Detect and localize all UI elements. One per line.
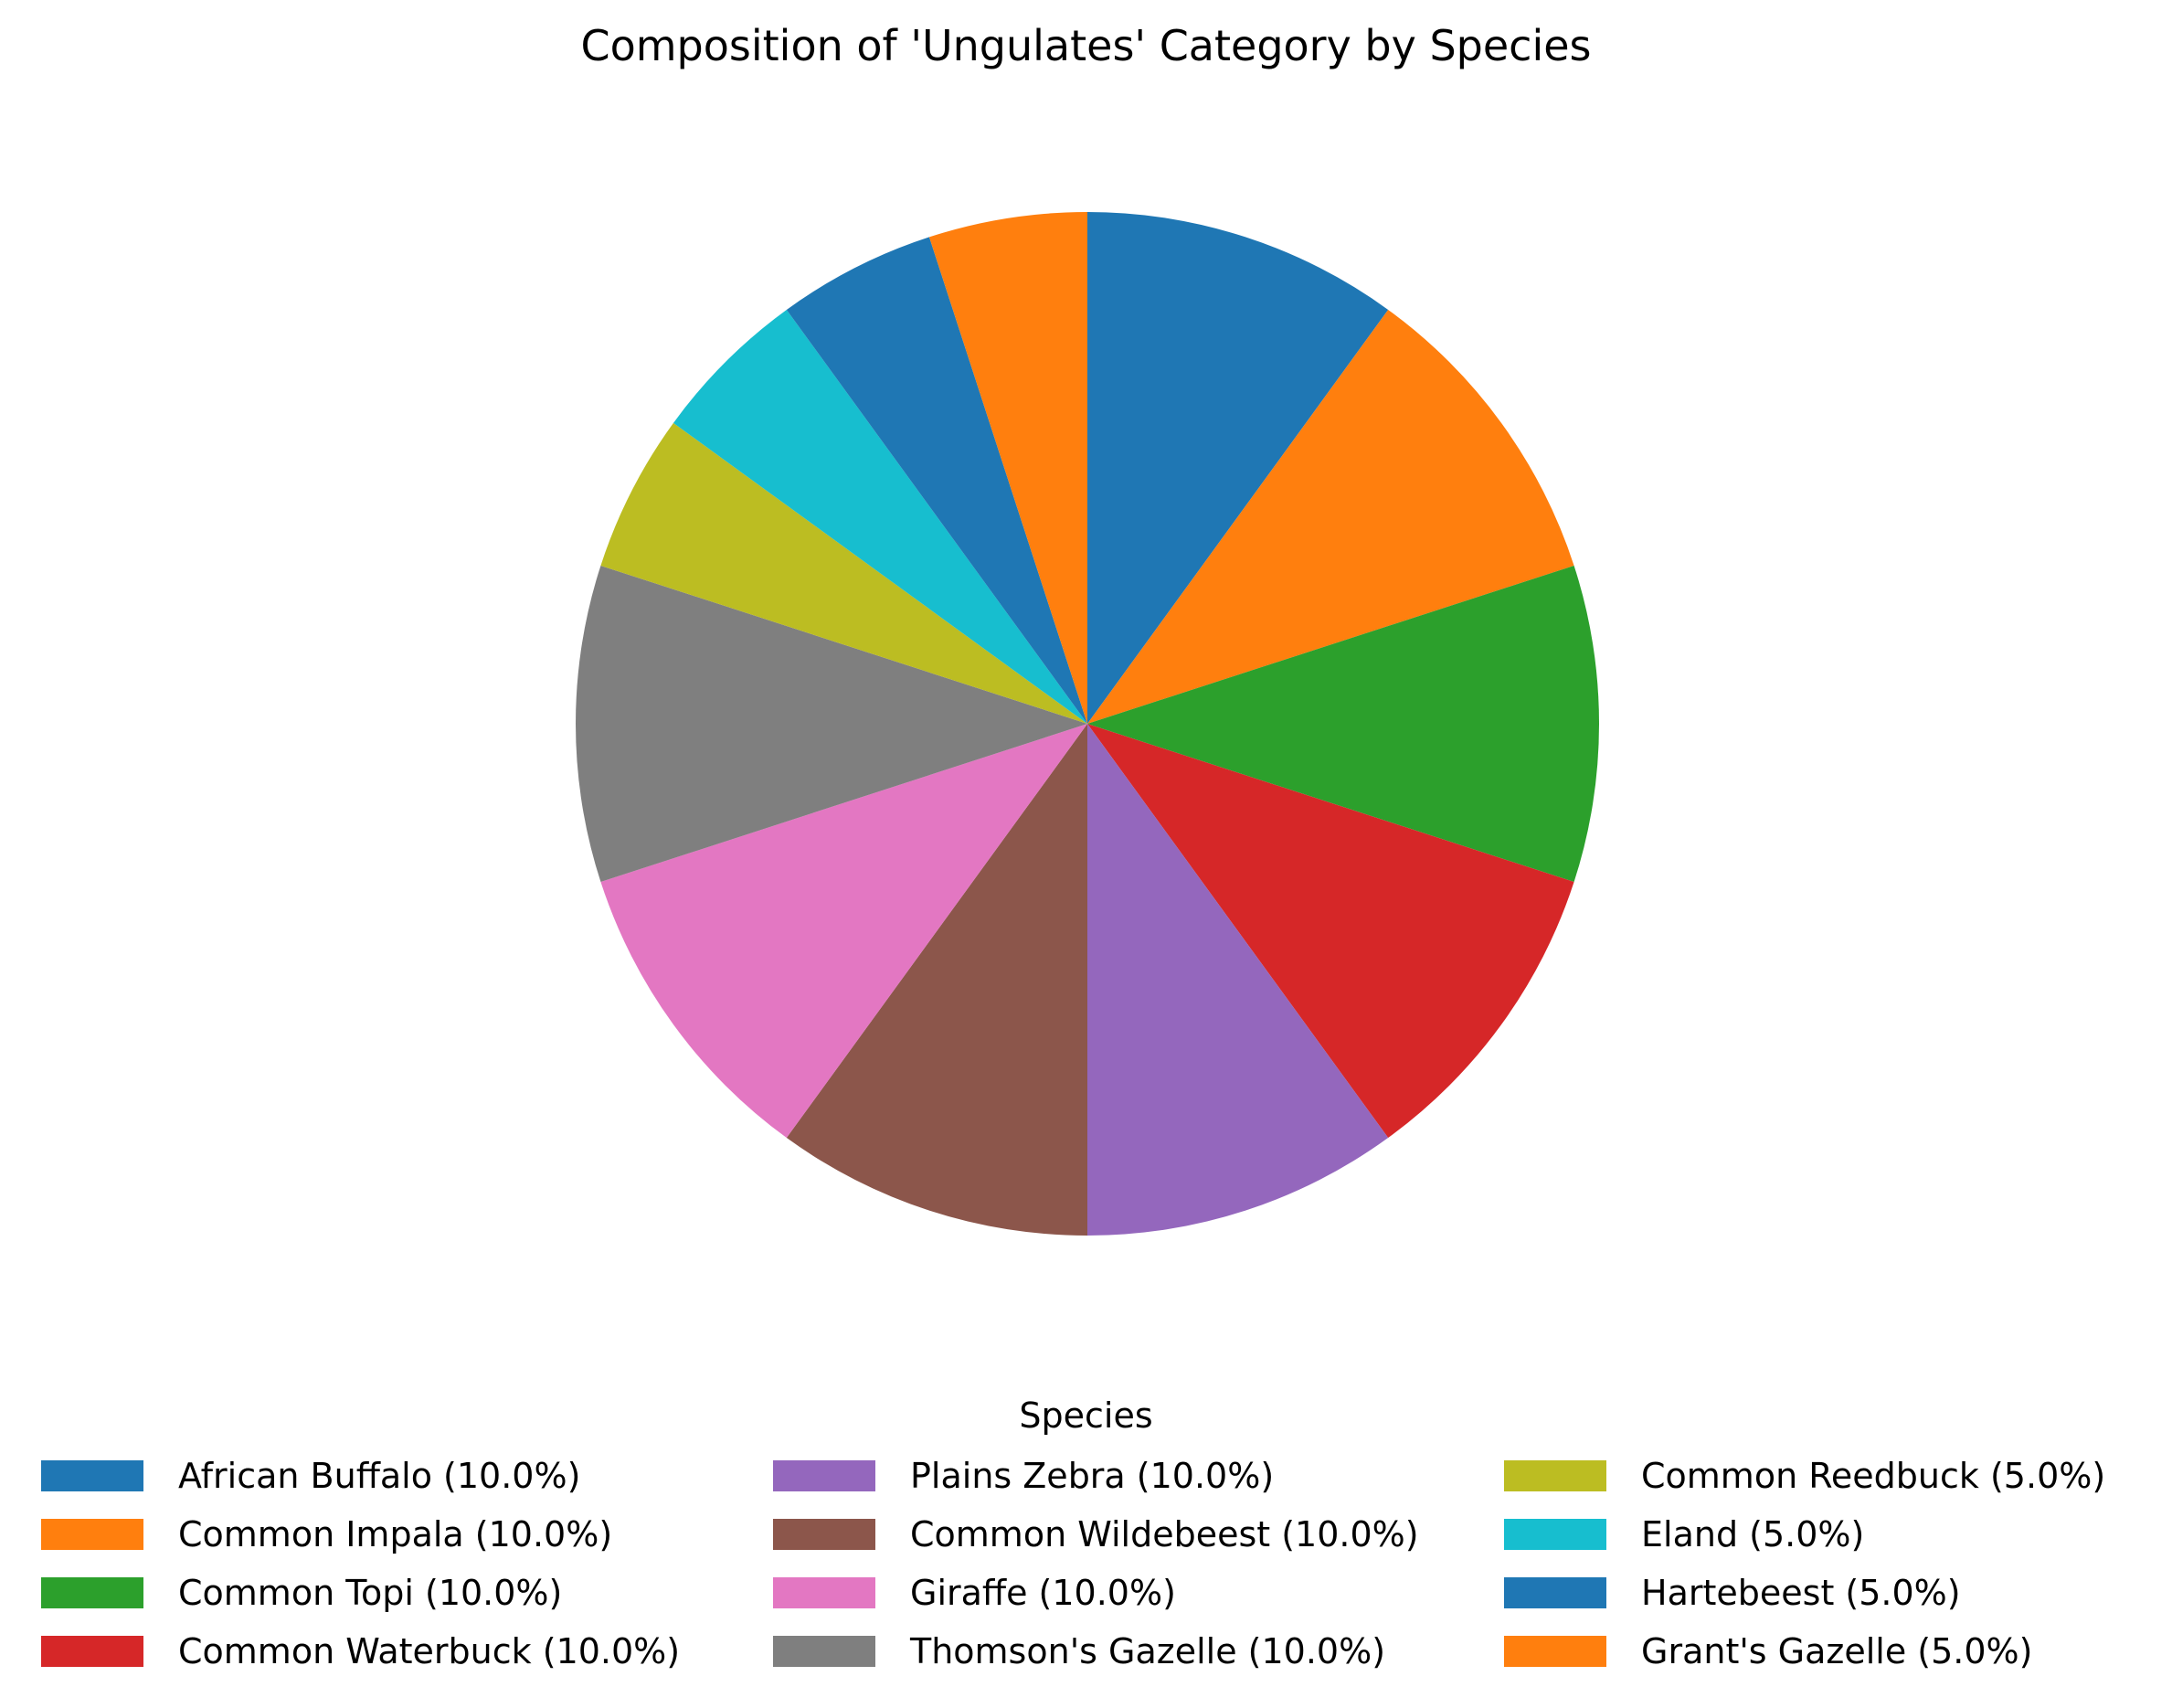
pie-slice-common-reedbuck [600, 422, 1087, 724]
legend: Species African Buffalo (10.0%) Common Im… [0, 1394, 2172, 1695]
pie-slice-african-buffalo [1087, 212, 1389, 724]
pie-slice-hartebeest [786, 237, 1087, 724]
pie-chart [576, 212, 1599, 1236]
legend-item: Plains Zebra (10.0%) [773, 1453, 1274, 1499]
pie-slice-thomson-s-gazelle [576, 565, 1087, 883]
pie-slice-common-waterbuck [1087, 724, 1574, 1139]
legend-item: Common Waterbuck (10.0%) [41, 1628, 680, 1674]
legend-swatch [1504, 1577, 1606, 1608]
legend-swatch [1504, 1636, 1606, 1667]
legend-label: Common Waterbuck (10.0%) [178, 1631, 681, 1671]
legend-swatch [1504, 1460, 1606, 1491]
pie-slice-common-wildebeest [786, 724, 1087, 1236]
legend-label: Common Wildebeest (10.0%) [910, 1514, 1419, 1554]
legend-item: Thomson's Gazelle (10.0%) [773, 1628, 1385, 1674]
legend-item: Grant's Gazelle (5.0%) [1504, 1628, 2032, 1674]
legend-item: Eland (5.0%) [1504, 1512, 1864, 1557]
legend-item: African Buffalo (10.0%) [41, 1453, 580, 1499]
pie-slice-eland [673, 309, 1087, 724]
pie-slice-giraffe [600, 724, 1087, 1139]
legend-swatch [41, 1636, 143, 1667]
legend-item: Common Impala (10.0%) [41, 1512, 612, 1557]
legend-label: African Buffalo (10.0%) [178, 1456, 581, 1496]
legend-swatch [773, 1519, 875, 1550]
legend-item: Common Wildebeest (10.0%) [773, 1512, 1419, 1557]
legend-swatch [41, 1519, 143, 1550]
legend-label: Plains Zebra (10.0%) [910, 1456, 1275, 1496]
legend-item: Giraffe (10.0%) [773, 1570, 1176, 1616]
legend-label: Grant's Gazelle (5.0%) [1641, 1631, 2033, 1671]
legend-label: Hartebeest (5.0%) [1641, 1573, 1961, 1613]
legend-swatch [41, 1460, 143, 1491]
legend-label: Common Impala (10.0%) [178, 1514, 613, 1554]
pie-slice-common-impala [1087, 309, 1574, 724]
legend-label: Thomson's Gazelle (10.0%) [910, 1631, 1386, 1671]
pie-slice-common-topi [1087, 565, 1599, 883]
pie-slice-plains-zebra [1087, 724, 1389, 1236]
legend-item: Common Topi (10.0%) [41, 1570, 562, 1616]
pie-slice-grant-s-gazelle [928, 212, 1087, 724]
legend-swatch [1504, 1519, 1606, 1550]
legend-item: Common Reedbuck (5.0%) [1504, 1453, 2105, 1499]
legend-swatch [773, 1577, 875, 1608]
chart-title: Composition of 'Ungulates' Category by S… [580, 21, 1592, 70]
legend-label: Giraffe (10.0%) [910, 1573, 1176, 1613]
legend-item: Hartebeest (5.0%) [1504, 1570, 1961, 1616]
legend-title: Species [1019, 1395, 1153, 1436]
legend-swatch [773, 1460, 875, 1491]
legend-label: Eland (5.0%) [1641, 1514, 1865, 1554]
legend-label: Common Reedbuck (5.0%) [1641, 1456, 2106, 1496]
legend-label: Common Topi (10.0%) [178, 1573, 563, 1613]
legend-swatch [41, 1577, 143, 1608]
legend-swatch [773, 1636, 875, 1667]
